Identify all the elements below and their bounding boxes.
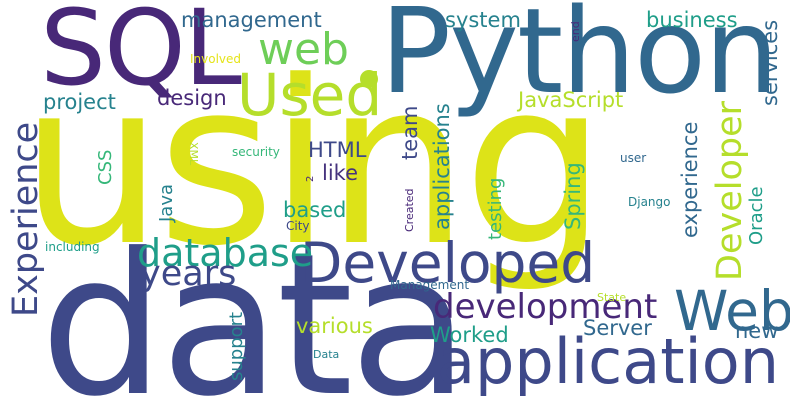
word-project: project: [43, 90, 116, 114]
word-experience-vertical: Experience: [6, 121, 46, 317]
word-javascript: JavaScript: [518, 88, 624, 112]
word-system: system: [445, 8, 521, 32]
word-developed: Developed: [300, 231, 596, 295]
word-used: Used: [237, 61, 383, 129]
word-web-lower: web: [258, 24, 349, 75]
word-server: Server: [583, 316, 652, 340]
word-various: various: [296, 314, 373, 338]
word-spring: Spring: [561, 162, 585, 230]
word-like: like: [322, 161, 359, 185]
word-including: including: [45, 240, 100, 254]
word-business: business: [646, 8, 738, 32]
dot-mark: [360, 70, 378, 88]
word-design: design: [157, 86, 227, 110]
word-worked: Worked: [430, 323, 509, 347]
word-security: security: [232, 145, 280, 159]
word-python: Python: [380, 0, 779, 120]
word-user: user: [620, 151, 647, 165]
word-using: using: [20, 33, 606, 296]
word-applications: applications: [430, 103, 454, 230]
word-services: services: [758, 19, 782, 106]
word-based: based: [283, 198, 347, 222]
word-data: data: [40, 212, 469, 405]
word-xml: XML: [187, 141, 201, 166]
word-data-small: Data: [313, 348, 340, 361]
word-experience-lower: experience: [678, 121, 702, 238]
word-involved: Involved: [190, 52, 242, 66]
word-testing: testing: [485, 177, 506, 240]
word-management: management: [181, 8, 322, 32]
word-created: Created: [403, 188, 416, 232]
word-team: team: [398, 105, 422, 160]
word-support: support: [226, 311, 247, 381]
word-city: City: [286, 219, 310, 233]
word-new: new: [735, 319, 779, 343]
word-web-upper: Web: [674, 279, 790, 343]
word-java: Java: [156, 183, 177, 222]
word-end: end: [569, 21, 582, 42]
word-2: 2: [305, 175, 316, 182]
word-state: State: [597, 291, 627, 304]
word-sql: SQL: [40, 0, 242, 109]
word-database: database: [137, 231, 314, 275]
word-css: CSS: [95, 149, 116, 185]
word-html: HTML: [308, 138, 367, 162]
word-developer: Developer: [710, 100, 750, 281]
word-development: development: [433, 287, 658, 327]
word-years: years: [140, 254, 237, 294]
word-oracle: Oracle: [746, 186, 767, 245]
word-django: Django: [628, 195, 671, 209]
word-application: application: [437, 325, 779, 398]
word-management-small: Management: [390, 278, 470, 292]
